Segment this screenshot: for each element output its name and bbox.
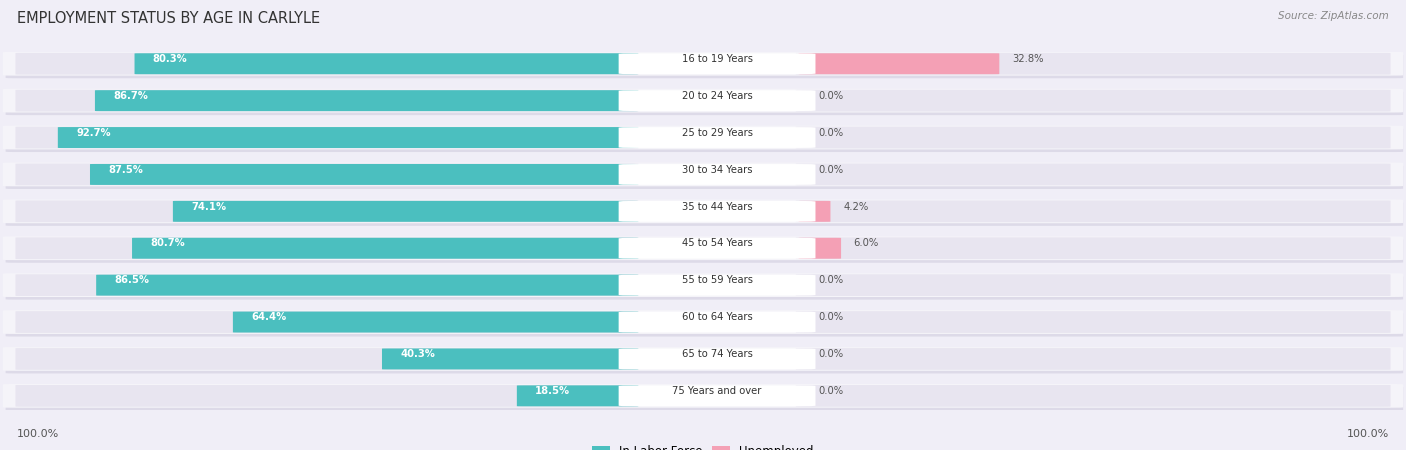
Text: 86.5%: 86.5% — [114, 275, 149, 285]
FancyBboxPatch shape — [3, 199, 1403, 223]
FancyBboxPatch shape — [619, 238, 815, 259]
FancyBboxPatch shape — [15, 274, 638, 296]
FancyBboxPatch shape — [3, 347, 1403, 371]
Text: 0.0%: 0.0% — [818, 165, 844, 175]
FancyBboxPatch shape — [132, 238, 638, 259]
FancyBboxPatch shape — [619, 349, 815, 369]
Text: 0.0%: 0.0% — [818, 386, 844, 396]
FancyBboxPatch shape — [15, 127, 638, 148]
FancyBboxPatch shape — [3, 126, 1403, 149]
FancyBboxPatch shape — [3, 273, 1403, 297]
FancyBboxPatch shape — [6, 92, 1403, 115]
Text: 75 Years and over: 75 Years and over — [672, 386, 762, 396]
FancyBboxPatch shape — [619, 90, 815, 111]
FancyBboxPatch shape — [15, 348, 638, 370]
Text: 6.0%: 6.0% — [853, 238, 879, 248]
FancyBboxPatch shape — [15, 53, 638, 75]
FancyBboxPatch shape — [15, 311, 638, 333]
Text: 65 to 74 Years: 65 to 74 Years — [682, 349, 752, 359]
FancyBboxPatch shape — [799, 201, 831, 222]
Text: 55 to 59 Years: 55 to 59 Years — [682, 275, 752, 285]
Text: 100.0%: 100.0% — [17, 429, 59, 439]
FancyBboxPatch shape — [517, 385, 638, 406]
FancyBboxPatch shape — [6, 313, 1403, 337]
Text: 0.0%: 0.0% — [818, 275, 844, 285]
FancyBboxPatch shape — [233, 311, 638, 333]
FancyBboxPatch shape — [6, 239, 1403, 263]
FancyBboxPatch shape — [3, 310, 1403, 334]
Text: EMPLOYMENT STATUS BY AGE IN CARLYLE: EMPLOYMENT STATUS BY AGE IN CARLYLE — [17, 11, 321, 26]
FancyBboxPatch shape — [6, 202, 1403, 226]
Text: 25 to 29 Years: 25 to 29 Years — [682, 128, 752, 138]
Text: 18.5%: 18.5% — [536, 386, 571, 396]
FancyBboxPatch shape — [619, 54, 815, 74]
FancyBboxPatch shape — [15, 164, 638, 185]
FancyBboxPatch shape — [796, 274, 1391, 296]
FancyBboxPatch shape — [796, 53, 1391, 75]
Text: 86.7%: 86.7% — [114, 91, 148, 101]
FancyBboxPatch shape — [15, 90, 638, 112]
FancyBboxPatch shape — [6, 387, 1403, 410]
Text: 20 to 24 Years: 20 to 24 Years — [682, 91, 752, 101]
Text: 87.5%: 87.5% — [108, 165, 143, 175]
FancyBboxPatch shape — [6, 350, 1403, 374]
Text: 35 to 44 Years: 35 to 44 Years — [682, 202, 752, 211]
FancyBboxPatch shape — [90, 164, 638, 185]
FancyBboxPatch shape — [3, 52, 1403, 76]
FancyBboxPatch shape — [796, 385, 1391, 407]
FancyBboxPatch shape — [619, 275, 815, 296]
FancyBboxPatch shape — [96, 274, 638, 296]
FancyBboxPatch shape — [3, 384, 1403, 408]
Text: 0.0%: 0.0% — [818, 91, 844, 101]
Text: 100.0%: 100.0% — [1347, 429, 1389, 439]
FancyBboxPatch shape — [796, 201, 1391, 222]
Text: 60 to 64 Years: 60 to 64 Years — [682, 312, 752, 322]
FancyBboxPatch shape — [15, 201, 638, 222]
FancyBboxPatch shape — [796, 311, 1391, 333]
Text: 0.0%: 0.0% — [818, 312, 844, 322]
FancyBboxPatch shape — [799, 238, 841, 259]
Text: 40.3%: 40.3% — [401, 349, 434, 359]
Text: 0.0%: 0.0% — [818, 349, 844, 359]
FancyBboxPatch shape — [6, 55, 1403, 78]
Text: Source: ZipAtlas.com: Source: ZipAtlas.com — [1278, 11, 1389, 21]
FancyBboxPatch shape — [135, 53, 638, 74]
FancyBboxPatch shape — [796, 90, 1391, 112]
FancyBboxPatch shape — [96, 90, 638, 111]
FancyBboxPatch shape — [3, 162, 1403, 186]
Text: 32.8%: 32.8% — [1012, 54, 1043, 64]
Text: 64.4%: 64.4% — [252, 312, 287, 322]
Text: 0.0%: 0.0% — [818, 128, 844, 138]
FancyBboxPatch shape — [6, 166, 1403, 189]
FancyBboxPatch shape — [796, 164, 1391, 185]
Text: 80.7%: 80.7% — [150, 238, 186, 248]
Text: 80.3%: 80.3% — [153, 54, 187, 64]
FancyBboxPatch shape — [15, 238, 638, 259]
Text: 92.7%: 92.7% — [76, 128, 111, 138]
FancyBboxPatch shape — [6, 276, 1403, 300]
FancyBboxPatch shape — [58, 127, 638, 148]
FancyBboxPatch shape — [619, 201, 815, 222]
Legend: In Labor Force, Unemployed: In Labor Force, Unemployed — [588, 440, 818, 450]
FancyBboxPatch shape — [799, 53, 1000, 74]
FancyBboxPatch shape — [796, 348, 1391, 370]
FancyBboxPatch shape — [619, 386, 815, 406]
FancyBboxPatch shape — [796, 238, 1391, 259]
FancyBboxPatch shape — [382, 348, 638, 369]
FancyBboxPatch shape — [15, 385, 638, 407]
FancyBboxPatch shape — [3, 236, 1403, 260]
FancyBboxPatch shape — [619, 164, 815, 185]
FancyBboxPatch shape — [796, 127, 1391, 148]
Text: 74.1%: 74.1% — [191, 202, 226, 211]
Text: 45 to 54 Years: 45 to 54 Years — [682, 238, 752, 248]
FancyBboxPatch shape — [173, 201, 638, 222]
Text: 16 to 19 Years: 16 to 19 Years — [682, 54, 752, 64]
Text: 30 to 34 Years: 30 to 34 Years — [682, 165, 752, 175]
FancyBboxPatch shape — [619, 127, 815, 148]
FancyBboxPatch shape — [6, 129, 1403, 152]
FancyBboxPatch shape — [3, 89, 1403, 112]
Text: 4.2%: 4.2% — [844, 202, 869, 211]
FancyBboxPatch shape — [619, 312, 815, 333]
